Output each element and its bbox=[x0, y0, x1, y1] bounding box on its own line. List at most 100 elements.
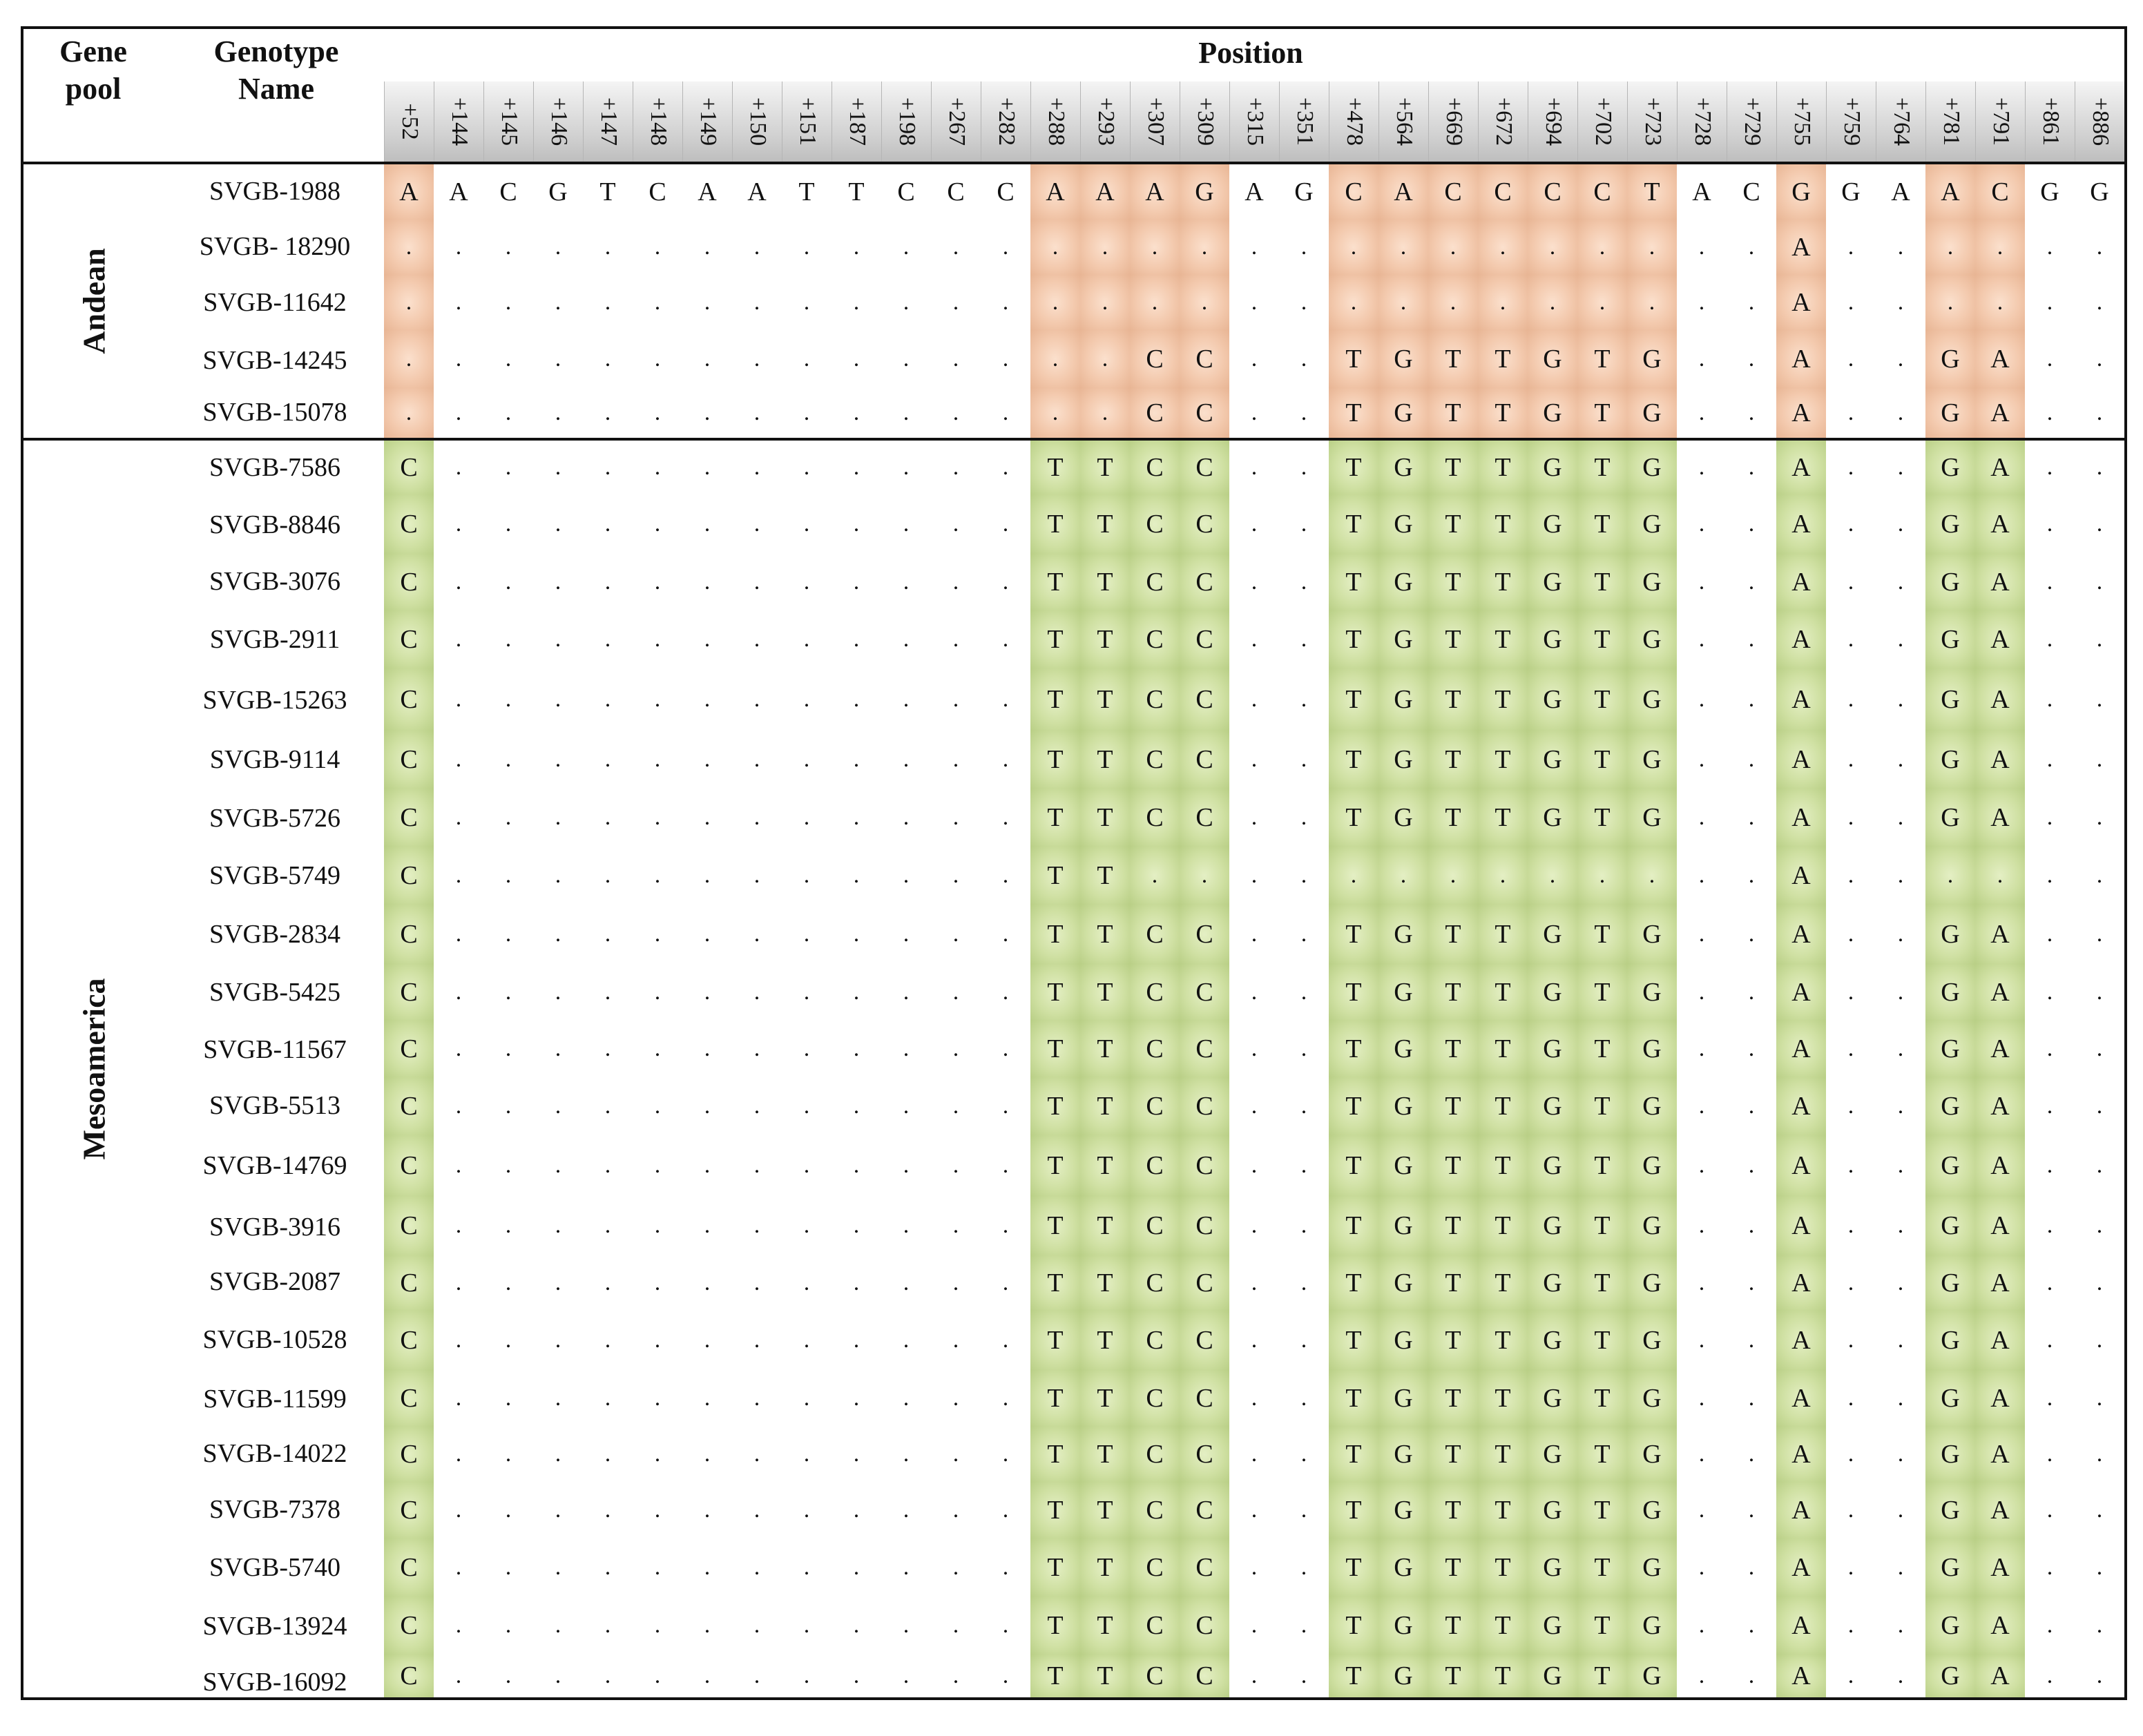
position-header-cell: +288 bbox=[1030, 81, 1080, 162]
base-cell: . bbox=[1748, 234, 1755, 260]
base-cell: . bbox=[1748, 1612, 1755, 1638]
base-cell: . bbox=[654, 400, 661, 425]
base-cell: C bbox=[384, 731, 434, 789]
base-cell: . bbox=[704, 686, 711, 712]
position-header-cell: +755 bbox=[1776, 81, 1826, 162]
position-label: +669 bbox=[1441, 97, 1467, 146]
base-cell: . bbox=[505, 1554, 512, 1580]
position-label: +781 bbox=[1938, 97, 1964, 146]
base-cell: C bbox=[1130, 388, 1180, 438]
base-cell: G bbox=[1378, 1077, 1428, 1135]
base-cell: A bbox=[1891, 177, 1910, 206]
position-label: +791 bbox=[1988, 97, 2014, 146]
base-cell: . bbox=[505, 569, 512, 595]
base-cell: . bbox=[1002, 979, 1009, 1005]
base-cell: C bbox=[1180, 1597, 1229, 1655]
base-cell: T bbox=[1329, 330, 1378, 388]
base-cell: . bbox=[1748, 1270, 1755, 1295]
base-cell: . bbox=[654, 1554, 661, 1580]
base-cell: C bbox=[1180, 388, 1229, 438]
base-cell: C bbox=[1180, 1427, 1229, 1482]
position-header-cell: +267 bbox=[931, 81, 981, 162]
base-cell: . bbox=[1897, 1036, 1904, 1061]
base-cell: . bbox=[1002, 289, 1009, 315]
base-cell: . bbox=[803, 289, 810, 315]
base-cell: C bbox=[1130, 494, 1180, 554]
base-cell: . bbox=[2046, 1441, 2053, 1467]
base-cell: G bbox=[1925, 905, 1975, 964]
position-label: +728 bbox=[1689, 97, 1716, 146]
base-cell: . bbox=[455, 686, 462, 712]
base-cell: G bbox=[1627, 1021, 1677, 1077]
base-cell: . bbox=[903, 746, 910, 772]
base-cell: . bbox=[1698, 804, 1705, 830]
base-cell: . bbox=[1897, 746, 1904, 772]
base-cell: . bbox=[1002, 1213, 1009, 1238]
base-cell: C bbox=[1180, 610, 1229, 668]
base-cell: . bbox=[604, 569, 611, 595]
base-cell: A bbox=[1925, 164, 1975, 220]
base-cell: T bbox=[1478, 1427, 1528, 1482]
base-cell: . bbox=[753, 1036, 760, 1061]
base-cell: . bbox=[2046, 1497, 2053, 1523]
base-cell: . bbox=[455, 1497, 462, 1523]
base-cell: G bbox=[1528, 905, 1577, 964]
base-cell: A bbox=[1776, 1135, 1826, 1196]
base-cell: . bbox=[704, 1554, 711, 1580]
base-cell: . bbox=[1897, 1213, 1904, 1238]
base-cell: T bbox=[1329, 1597, 1378, 1655]
base-cell: G bbox=[1627, 554, 1677, 610]
base-cell: T bbox=[1627, 164, 1677, 220]
base-cell: T bbox=[1478, 1077, 1528, 1135]
base-cell: C bbox=[1180, 1196, 1229, 1255]
base-cell: T bbox=[1080, 905, 1130, 964]
base-cell: . bbox=[803, 1554, 810, 1580]
base-cell: . bbox=[604, 1270, 611, 1295]
base-cell: . bbox=[903, 686, 910, 712]
base-cell: T bbox=[1329, 1196, 1378, 1255]
base-cell: C bbox=[384, 1021, 434, 1077]
base-cell: . bbox=[803, 1093, 810, 1119]
base-cell: . bbox=[1897, 686, 1904, 712]
base-cell: . bbox=[704, 1036, 711, 1061]
base-cell: . bbox=[505, 1152, 512, 1178]
position-label: +198 bbox=[894, 97, 920, 146]
base-cell: . bbox=[555, 1327, 561, 1353]
base-cell: . bbox=[853, 921, 860, 947]
base-cell: . bbox=[2096, 1036, 2103, 1061]
base-cell: . bbox=[2046, 746, 2053, 772]
base-cell: G bbox=[1528, 388, 1577, 438]
base-cell: . bbox=[903, 862, 910, 888]
base-cell: . bbox=[952, 1327, 959, 1353]
base-cell: T bbox=[1329, 388, 1378, 438]
base-cell: . bbox=[704, 400, 711, 425]
base-cell: T bbox=[1478, 388, 1528, 438]
base-cell: . bbox=[455, 289, 462, 315]
base-cell: . bbox=[753, 454, 760, 480]
base-cell: . bbox=[1300, 979, 1307, 1005]
base-cell: . bbox=[903, 1497, 910, 1523]
base-cell: . bbox=[654, 569, 661, 595]
base-cell: . bbox=[803, 1327, 810, 1353]
base-cell: C bbox=[1130, 1311, 1180, 1370]
base-cell: G bbox=[1528, 1597, 1577, 1655]
base-cell: . bbox=[604, 1093, 611, 1119]
genotype-name: SVGB-11567 bbox=[203, 1035, 347, 1064]
base-cell: . bbox=[2046, 289, 2053, 315]
base-cell: . bbox=[455, 1441, 462, 1467]
base-cell: . bbox=[1251, 626, 1258, 652]
base-cell: T bbox=[1030, 964, 1080, 1021]
position-header-cell: +147 bbox=[583, 81, 633, 162]
base-cell: . bbox=[505, 1270, 512, 1295]
base-cell: G bbox=[1528, 668, 1577, 731]
base-cell: G bbox=[1925, 388, 1975, 438]
base-cell: . bbox=[1002, 511, 1009, 537]
base-cell: T bbox=[1577, 1255, 1627, 1311]
base-cell: . bbox=[2096, 454, 2103, 480]
base-cell: G bbox=[1378, 731, 1428, 789]
base-cell: C bbox=[384, 441, 434, 494]
base-cell: . bbox=[505, 400, 512, 425]
position-header-cell: +791 bbox=[1975, 81, 2025, 162]
base-cell: . bbox=[803, 804, 810, 830]
base-cell: . bbox=[1300, 1093, 1307, 1119]
